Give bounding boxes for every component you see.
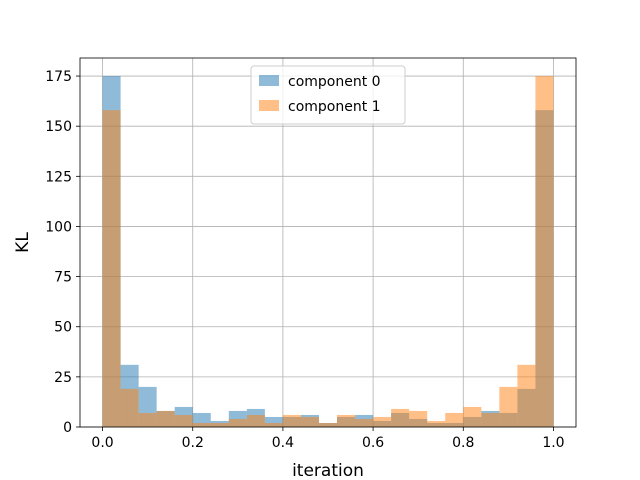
legend-label-component-1: component 1 [288,99,381,115]
y-tick-label: 50 [54,320,72,336]
bar-series-1-bin-3 [156,410,175,427]
y-tick-label: 0 [63,420,72,436]
bar-series-1-bin-6 [210,422,229,427]
legend-label-component-0: component 0 [288,74,381,90]
bar-series-1-bin-13 [337,414,356,427]
y-tick-label: 25 [54,370,72,386]
legend: component 0 component 1 [250,65,406,125]
x-tick-label: 0.0 [91,435,113,451]
bar-series-1-bin-0 [102,110,121,428]
bar-series-1-bin-4 [174,414,193,427]
bar-series-1-bin-19 [445,412,464,427]
bar-series-0-bin-9 [264,416,283,427]
x-axis-title: iteration [292,461,364,480]
bar-series-1-bin-10 [282,414,301,427]
bar-series-1-bin-1 [120,388,139,427]
bar-series-1-bin-2 [138,412,157,427]
bar-series-1-bin-15 [373,416,392,427]
y-tick-label: 125 [45,169,72,185]
bar-series-1-bin-21 [481,412,500,427]
bar-series-1-bin-20 [463,406,482,427]
bar-series-1-bin-16 [391,408,410,427]
bar-series-1-bin-14 [355,418,374,427]
y-tick-label: 175 [45,69,72,85]
legend-swatch-component-1 [259,100,279,111]
legend-box [250,65,406,125]
x-tick-label: 0.6 [362,435,384,451]
x-tick-label: 0.8 [452,435,474,451]
bar-series-1-bin-23 [517,364,536,427]
plot-frame [79,57,577,428]
bar-series-1-bin-22 [499,386,518,427]
bar-series-1-bin-9 [264,422,283,427]
y-axis-title: KL [13,232,33,253]
bar-series-1-bin-7 [228,418,247,427]
x-tick-label: 0.4 [272,435,294,451]
y-tick-label: 75 [54,270,72,286]
bar-series-1-bin-17 [409,410,428,427]
bar-series-1-bin-24 [535,76,554,427]
x-tick-label: 1.0 [542,435,564,451]
y-tick-label: 150 [45,119,72,135]
bar-series-1-bin-8 [246,414,265,427]
bar-series-1-bin-18 [427,420,446,427]
x-tick-label: 0.2 [182,435,204,451]
y-tick-label: 100 [45,219,72,235]
bar-series-1-bin-11 [300,416,319,427]
legend-swatch-component-0 [259,75,279,86]
ticks: 0.0 0.2 0.4 0.6 0.8 1.0 0 25 50 75 100 125 150 175 [45,69,564,451]
bar-series-1-bin-5 [192,422,211,427]
bars [102,76,554,428]
bar-series-1-bin-12 [318,422,338,427]
